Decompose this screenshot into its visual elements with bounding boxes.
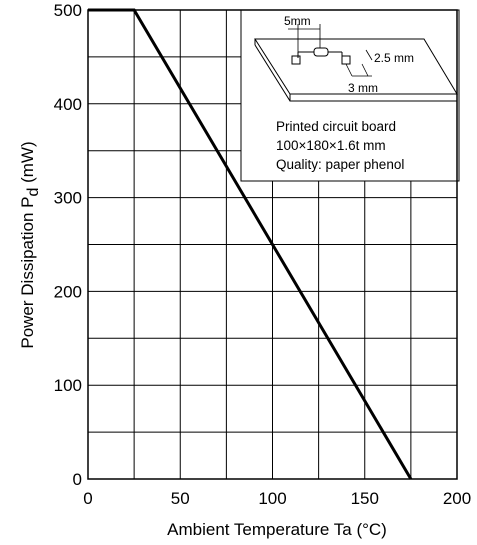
dim-2-5mm-label: 2.5 mm xyxy=(374,51,414,65)
y-tick-label: 100 xyxy=(54,376,82,395)
x-tick-label: 200 xyxy=(443,489,471,508)
y-axis-label-unit: (mW) xyxy=(18,141,37,187)
dim-3mm-ext-right xyxy=(361,63,369,77)
board-line-2: 100×180×1.6t mm xyxy=(276,138,386,153)
pcb-board-edge-2 xyxy=(254,44,291,102)
inset-box xyxy=(240,9,460,182)
board-line-3: Quality: paper phenol xyxy=(276,157,404,172)
x-tick-label: 50 xyxy=(171,489,190,508)
tick-label-layer: 0 50 100 150 200 0 100 200 300 400 500 xyxy=(54,1,472,508)
y-axis-label: Power Dissipation Pd (mW) xyxy=(18,141,42,348)
plot-frame xyxy=(87,9,458,480)
frame-layer xyxy=(87,9,458,480)
y-tick-label: 0 xyxy=(73,470,82,489)
x-tick-label: 150 xyxy=(351,489,379,508)
pad-left xyxy=(291,55,301,65)
board-line-1: Printed circuit board xyxy=(276,119,396,134)
dim-5mm-label: 5mm xyxy=(284,14,311,28)
pad-right xyxy=(341,55,351,65)
x-tick-label: 100 xyxy=(258,489,286,508)
x-tick-label: 0 xyxy=(83,489,92,508)
diode-body xyxy=(313,47,329,57)
y-axis-label-sub: d xyxy=(25,188,42,197)
inset-annotation: 5mm 2.5 mm 3 mm Printed circuit board 10… xyxy=(240,9,460,182)
dim-2-5mm-line xyxy=(365,49,373,61)
y-tick-label: 300 xyxy=(54,189,82,208)
y-tick-label: 200 xyxy=(54,282,82,301)
y-tick-label: 500 xyxy=(54,1,82,20)
x-axis-label: Ambient Temperature Ta (°C) xyxy=(167,520,387,539)
y-tick-label: 400 xyxy=(54,95,82,114)
dim-3mm-ext-left xyxy=(345,63,353,77)
dim-3mm-label: 3 mm xyxy=(348,81,378,95)
y-axis-label-main: Power Dissipation P xyxy=(18,197,37,349)
